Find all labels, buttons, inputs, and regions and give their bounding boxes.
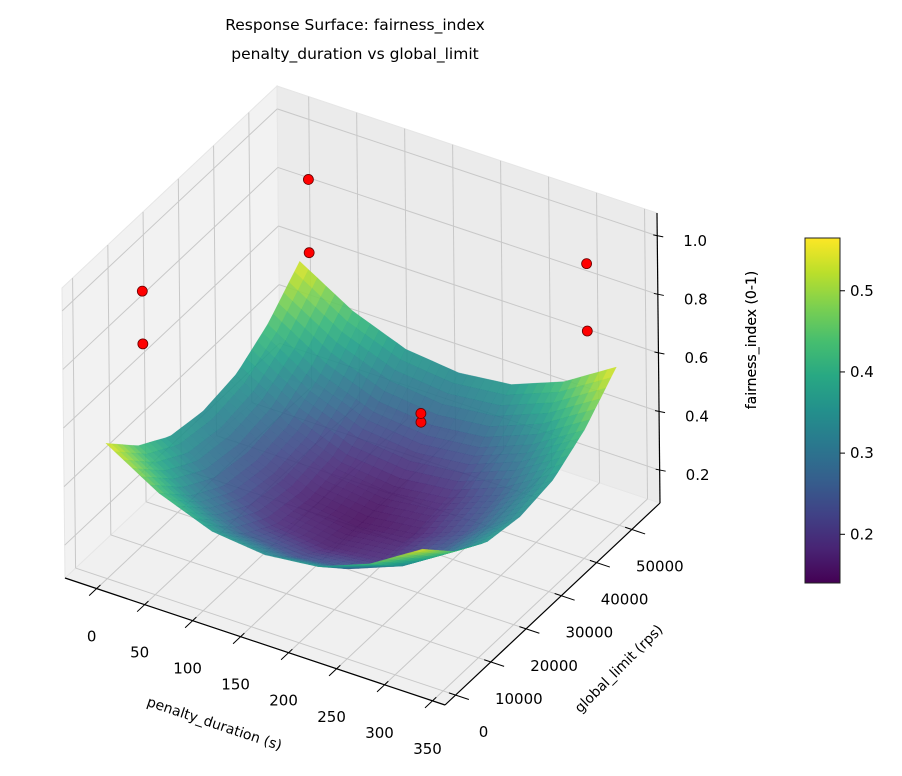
x-tick-label: 350	[413, 740, 442, 758]
left-grid-line	[107, 244, 112, 535]
y-tick	[624, 526, 646, 535]
y-tick-label: 0	[479, 723, 489, 741]
x-tick	[136, 600, 149, 613]
y-tick-label: 20000	[530, 657, 578, 675]
z-tick	[653, 292, 664, 296]
colorbar-gradient	[804, 237, 841, 584]
colorbar-tick-label: 0.5	[850, 282, 874, 300]
left-grid-line	[61, 108, 278, 312]
floor-grid-line	[110, 534, 491, 663]
back-grid-line	[277, 166, 659, 295]
x-tick	[328, 664, 341, 677]
back-grid-line	[278, 225, 659, 354]
left-grid-line	[63, 284, 280, 487]
chart-title: Response Surface: fairness_index	[225, 16, 485, 35]
y-tick-label: 40000	[601, 591, 649, 609]
back-grid-line	[277, 108, 658, 237]
design-point	[136, 285, 148, 297]
y-tick-label: 50000	[636, 557, 684, 575]
x-tick	[88, 584, 101, 597]
x-axis-line	[64, 577, 446, 706]
design-point	[303, 174, 314, 185]
y-tick-label: 30000	[565, 624, 613, 642]
left-grid-line	[72, 278, 77, 569]
x-tick	[424, 696, 437, 709]
x-tick-label: 150	[221, 676, 250, 694]
left-grid-line	[177, 178, 182, 469]
floor-grid-line	[432, 498, 648, 702]
z-tick	[653, 234, 664, 238]
colorbar-tick-label: 0.2	[850, 525, 874, 543]
z-tick-label: 0.2	[686, 466, 710, 484]
floor-grid-line	[384, 482, 600, 686]
x-tick-label: 50	[130, 644, 149, 662]
y-tick-label: 10000	[495, 690, 543, 708]
z-tick-label: 0.8	[684, 290, 708, 308]
x-tick	[184, 616, 197, 629]
x-tick	[376, 680, 389, 693]
y-tick	[519, 626, 540, 634]
chart-subtitle: penalty_duration vs global_limit	[231, 45, 478, 64]
x-tick-label: 200	[269, 692, 298, 710]
x-tick-label: 300	[365, 724, 394, 742]
y-tick	[554, 593, 575, 601]
tick-labels: 0 50 100 150 200 250 300 350 0 10000 20000 30000 400…	[87, 232, 710, 758]
colorbar-tick-label: 0.3	[850, 444, 874, 462]
colorbar-tick-label: 0.4	[850, 363, 874, 381]
x-tick-label: 100	[173, 660, 202, 678]
design-point	[303, 247, 315, 259]
surface-patch	[413, 548, 428, 553]
y-tick	[484, 659, 505, 667]
z-tick	[655, 468, 666, 472]
surface	[105, 260, 617, 570]
z-tick	[654, 410, 666, 414]
x-tick-label: 0	[87, 628, 97, 646]
y-tick	[589, 559, 611, 568]
axis-lines	[64, 212, 666, 709]
design-point	[137, 338, 149, 350]
x-tick	[280, 648, 293, 661]
z-tick-label: 0.4	[685, 408, 709, 426]
back-grid-line	[644, 208, 649, 499]
x-tick-label: 250	[317, 708, 346, 726]
x-tick	[232, 632, 245, 645]
y-axis-line	[444, 502, 661, 706]
left-grid-line	[62, 167, 279, 370]
floor-grid-line	[75, 567, 456, 696]
x-axis-label: penalty_duration (s)	[145, 694, 284, 754]
back-grid-line	[596, 192, 601, 483]
design-point	[581, 325, 593, 337]
z-axis-label: fairness_index (0-1)	[744, 271, 760, 410]
design-point	[581, 258, 593, 270]
z-tick	[654, 351, 665, 355]
z-axis-line	[656, 212, 661, 504]
design-points	[136, 174, 593, 428]
left-grid-line	[213, 145, 218, 436]
design-point	[415, 408, 427, 419]
y-tick	[448, 692, 470, 700]
z-tick-label: 0.6	[684, 349, 708, 367]
left-grid-line	[63, 225, 279, 429]
z-tick-label: 1.0	[683, 232, 707, 250]
colorbar: 0.2 0.3 0.4 0.5	[804, 237, 874, 584]
colorbar-label: fairness_index (0-1)	[744, 271, 760, 410]
